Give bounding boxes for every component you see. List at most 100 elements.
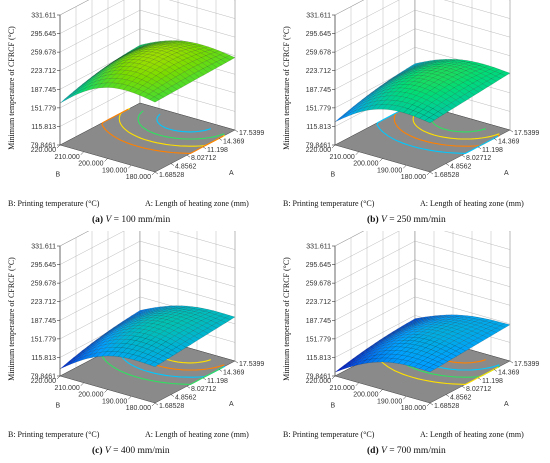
z-tick-label: 115.813	[31, 124, 56, 131]
surface-cell	[149, 361, 160, 367]
surface-plot-svg: 331.611 295.645 259.678 223.712 187.745 151.7…	[282, 231, 539, 412]
surface-cell	[180, 78, 191, 86]
surface-cell	[446, 353, 458, 359]
surface-cell	[216, 320, 227, 326]
z-axis-title: Minimum temperature of CFRCF (°C)	[282, 257, 291, 381]
z-tick-label: 79.8461	[306, 374, 331, 381]
a-axis-title: A: Length of heating zone (mm)	[145, 199, 249, 208]
z-tick-label: 151.779	[31, 105, 56, 112]
b-axis-title: B: Printing temperature (°C)	[8, 199, 100, 208]
surface-cell	[198, 68, 209, 76]
a-tick-label: 17.5399	[514, 361, 539, 368]
surface-cell	[180, 341, 191, 348]
b-tick-label: 180.000	[126, 405, 151, 412]
a-tick-label: 11.198	[482, 147, 503, 154]
panel-letter: (a)	[92, 215, 104, 225]
z-tick-label: 79.8461	[306, 143, 331, 150]
surface-plot-svg: 331.611 295.645 259.678 223.712 187.745 151.7…	[282, 0, 539, 181]
a-axis-letter: A	[229, 170, 234, 177]
a-tick-label: 17.5399	[514, 130, 539, 137]
chart-panel-a: 331.611 295.645 259.678 223.712 187.745 151.7…	[0, 0, 275, 231]
b-tick-label: 210.000	[54, 385, 79, 392]
surface-cell	[428, 114, 440, 121]
a-tick-label: 8.02712	[466, 386, 491, 393]
surface-plot-svg: 331.611 295.645 259.678 223.712 187.745 151.7…	[7, 231, 264, 412]
surface-plot-svg: 331.611 295.645 259.678 223.712 187.745 151.7…	[7, 0, 264, 181]
response-surface	[334, 314, 511, 373]
b-tick-label: 220.000	[31, 147, 56, 154]
z-tick-label: 259.678	[31, 50, 56, 57]
contour-line	[137, 110, 225, 140]
surface-cell	[211, 61, 223, 68]
surface-cell	[451, 350, 462, 357]
a-axis-title: A: Length of heating zone (mm)	[145, 430, 249, 439]
panel-caption: (c) V = 400 mm/min	[92, 446, 170, 456]
a-tick-label: 14.369	[498, 369, 520, 376]
surface-cell	[424, 117, 435, 124]
surface-cell	[451, 99, 462, 107]
response-surface	[59, 305, 236, 370]
panel-letter: (d)	[367, 446, 379, 456]
b-axis-title: B: Printing temperature (°C)	[283, 430, 375, 439]
caption-variable: V	[378, 446, 387, 456]
surface-cell	[207, 325, 218, 331]
b-tick-label: 200.000	[353, 161, 378, 168]
b-tick-label: 220.000	[31, 378, 56, 385]
z-tick-label: 187.745	[306, 318, 331, 325]
z-tick-label: 223.712	[31, 299, 56, 306]
surface-cell	[486, 78, 498, 85]
caption-value: = 100 mm/min	[111, 215, 171, 225]
a-tick-label: 11.198	[207, 378, 228, 385]
a-tick-label: 17.5399	[239, 361, 264, 368]
a-tick-label: 1.68528	[159, 172, 184, 179]
z-tick-label: 151.779	[306, 105, 331, 112]
surface-cell	[464, 342, 475, 349]
surface-cell	[459, 345, 471, 352]
b-axis-title: B: Printing temperature (°C)	[8, 430, 100, 439]
a-tick-label: 1.68528	[434, 172, 459, 179]
b-tick-label: 180.000	[401, 405, 426, 412]
panel-caption: (a) V = 100 mm/min	[92, 215, 170, 225]
b-tick-label: 190.000	[377, 167, 402, 174]
surface-cell	[491, 75, 502, 82]
b-axis-title: B: Printing temperature (°C)	[283, 199, 375, 208]
a-axis-title: A: Length of heating zone (mm)	[420, 199, 524, 208]
a-tick-label: 4.8562	[450, 164, 472, 171]
surface-cell	[189, 73, 200, 81]
a-tick-label: 8.02712	[191, 155, 216, 162]
a-axis-title: A: Length of heating zone (mm)	[420, 430, 524, 439]
surface-cell	[482, 332, 493, 339]
surface-cell	[486, 330, 498, 336]
z-tick-label: 331.611	[31, 13, 56, 20]
floor-contours	[101, 107, 226, 154]
surface-cell	[220, 57, 231, 63]
surface-cell	[189, 335, 200, 343]
surface-cell	[495, 73, 506, 79]
b-tick-label: 190.000	[377, 398, 402, 405]
b-tick-label: 220.000	[306, 378, 331, 385]
z-tick-label: 79.8461	[31, 143, 56, 150]
z-tick-label: 187.745	[31, 318, 56, 325]
contour-line	[101, 108, 224, 154]
a-tick-label: 17.5399	[239, 130, 264, 137]
surface-cell	[224, 55, 236, 61]
b-tick-label: 200.000	[78, 161, 103, 168]
surface-cell	[473, 337, 484, 344]
z-tick-label: 295.645	[31, 31, 56, 38]
z-tick-label: 223.712	[306, 68, 331, 75]
surface-cell	[499, 71, 511, 77]
surface-cell	[176, 344, 187, 351]
a-tick-label: 11.198	[207, 147, 228, 154]
z-tick-label: 79.8461	[31, 374, 56, 381]
surface-cell	[442, 356, 453, 362]
z-tick-label: 259.678	[306, 281, 331, 288]
z-tick-label: 331.611	[31, 244, 56, 251]
a-tick-label: 1.68528	[159, 403, 184, 410]
a-tick-label: 14.369	[223, 138, 245, 145]
chart-panel-c: 331.611 295.645 259.678 223.712 187.745 151.7…	[0, 231, 275, 462]
surface-cell	[167, 349, 178, 356]
caption-value: = 400 mm/min	[110, 446, 170, 456]
panel-caption: (b) V = 250 mm/min	[367, 215, 446, 225]
b-axis-letter: B	[56, 172, 61, 179]
